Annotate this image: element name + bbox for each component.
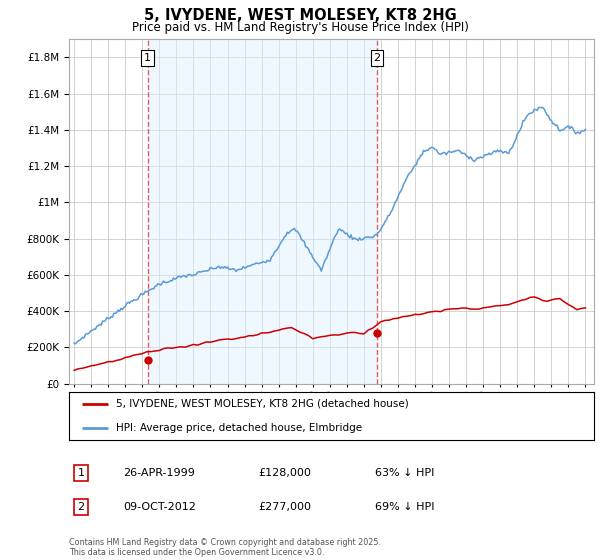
Text: 5, IVYDENE, WEST MOLESEY, KT8 2HG: 5, IVYDENE, WEST MOLESEY, KT8 2HG <box>143 8 457 24</box>
Text: Price paid vs. HM Land Registry's House Price Index (HPI): Price paid vs. HM Land Registry's House … <box>131 21 469 34</box>
Text: Contains HM Land Registry data © Crown copyright and database right 2025.
This d: Contains HM Land Registry data © Crown c… <box>69 538 381 557</box>
Text: 09-OCT-2012: 09-OCT-2012 <box>123 502 196 512</box>
Text: 69% ↓ HPI: 69% ↓ HPI <box>375 502 434 512</box>
Text: £277,000: £277,000 <box>258 502 311 512</box>
Text: 26-APR-1999: 26-APR-1999 <box>123 468 195 478</box>
Text: £128,000: £128,000 <box>258 468 311 478</box>
Text: 63% ↓ HPI: 63% ↓ HPI <box>375 468 434 478</box>
Bar <box>148 39 377 384</box>
Text: 1: 1 <box>77 468 85 478</box>
Text: 2: 2 <box>373 53 380 63</box>
Text: 2: 2 <box>77 502 85 512</box>
Text: 5, IVYDENE, WEST MOLESEY, KT8 2HG (detached house): 5, IVYDENE, WEST MOLESEY, KT8 2HG (detac… <box>116 399 409 409</box>
Text: 1: 1 <box>144 53 151 63</box>
Text: HPI: Average price, detached house, Elmbridge: HPI: Average price, detached house, Elmb… <box>116 423 362 433</box>
